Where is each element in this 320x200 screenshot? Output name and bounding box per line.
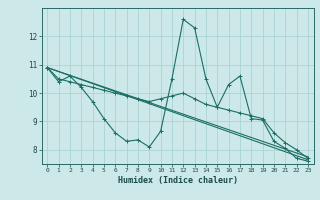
X-axis label: Humidex (Indice chaleur): Humidex (Indice chaleur) bbox=[118, 176, 237, 185]
